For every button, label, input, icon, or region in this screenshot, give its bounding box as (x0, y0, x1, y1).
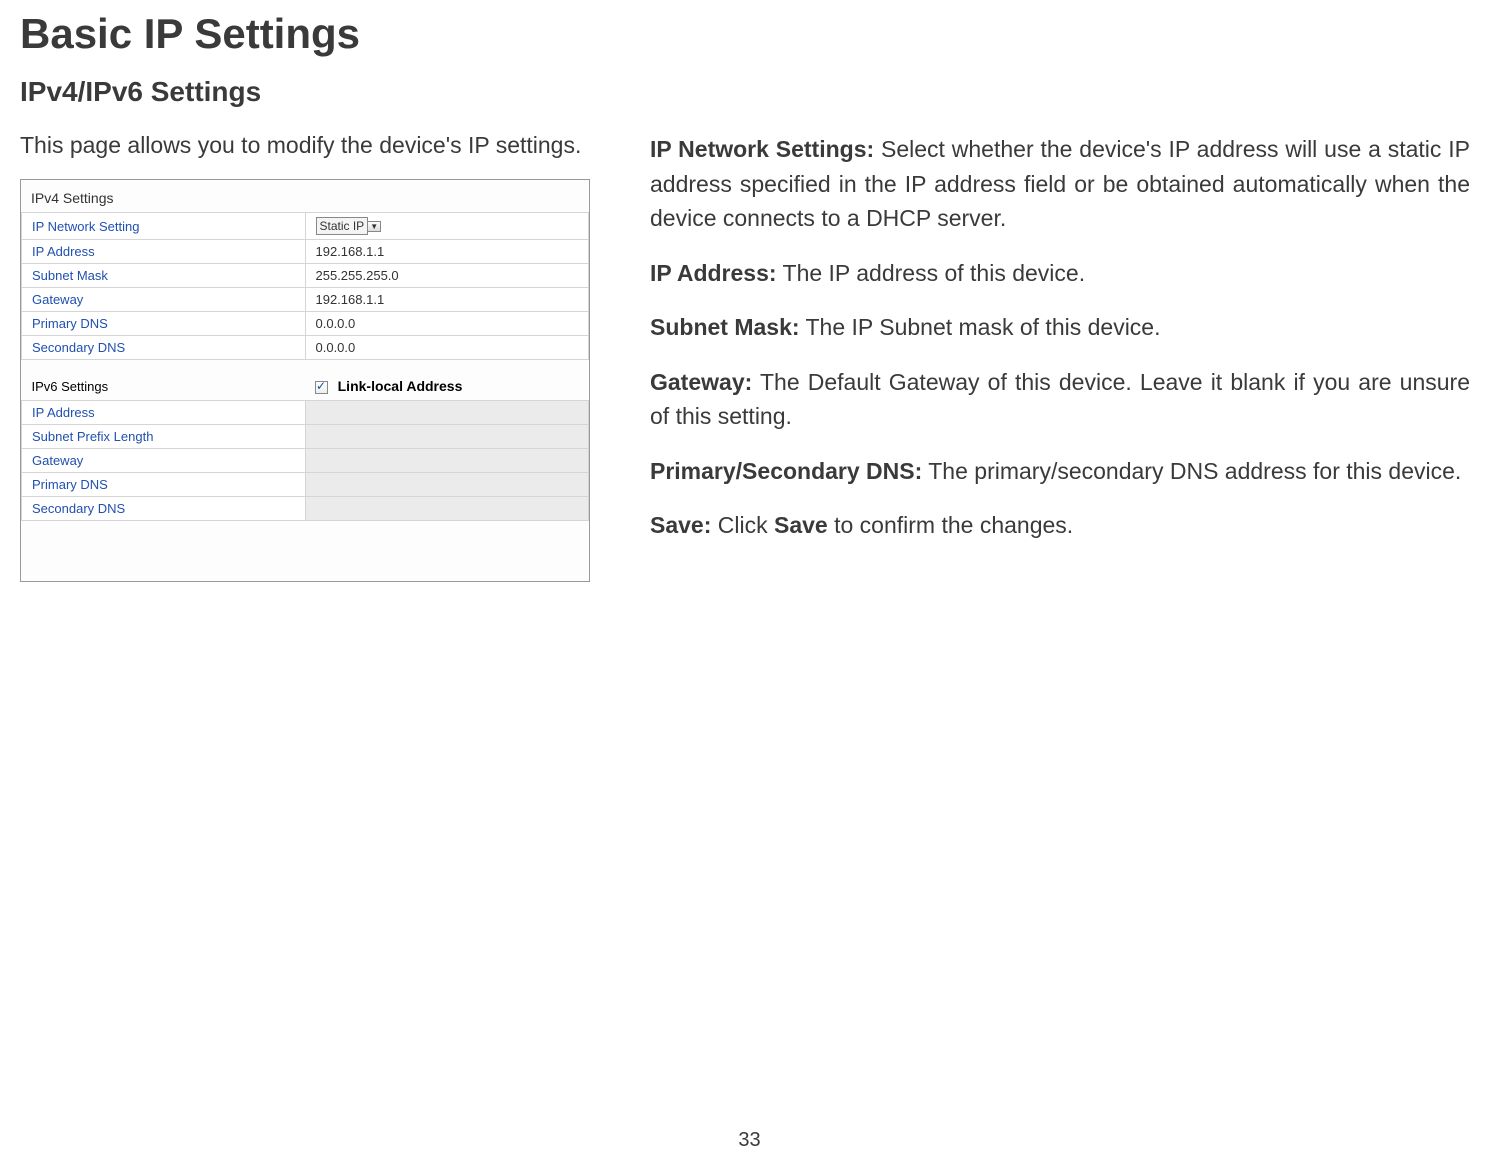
ip-network-select[interactable]: Static IP (316, 217, 369, 235)
ipv6-ip-label: IP Address (22, 401, 306, 425)
desc-save: Save: Click Save to confirm the changes. (650, 508, 1470, 543)
table-row: Primary DNS 0.0.0.0 (22, 312, 589, 336)
text-dns: The primary/secondary DNS address for th… (922, 458, 1461, 484)
secondary-dns-label: Secondary DNS (22, 336, 306, 360)
ipv6-gateway-label: Gateway (22, 449, 306, 473)
ipv6-header: IPv6 Settings (22, 360, 306, 401)
table-row: IP Address 192.168.1.1 (22, 240, 589, 264)
table-row: Secondary DNS (22, 497, 589, 521)
page-subtitle: IPv4/IPv6 Settings (20, 76, 1479, 108)
link-local-label: Link-local Address (338, 378, 463, 394)
subnet-mask-label: Subnet Mask (22, 264, 306, 288)
link-local-cell: Link-local Address (305, 360, 589, 401)
table-row: Subnet Prefix Length (22, 425, 589, 449)
ipv6-sdns-label: Secondary DNS (22, 497, 306, 521)
table-row: Primary DNS (22, 473, 589, 497)
page-title: Basic IP Settings (20, 10, 1479, 58)
table-row: Gateway (22, 449, 589, 473)
table-row: IP Address (22, 401, 589, 425)
table-row: Secondary DNS 0.0.0.0 (22, 336, 589, 360)
gateway-value[interactable]: 192.168.1.1 (305, 288, 589, 312)
ip-network-setting-value[interactable]: Static IP▼ (305, 213, 589, 240)
desc-dns: Primary/Secondary DNS: The primary/secon… (650, 454, 1470, 489)
text-ip-address: The IP address of this device. (777, 260, 1086, 286)
ipv6-pdns-label: Primary DNS (22, 473, 306, 497)
table-row: IP Network Setting Static IP▼ (22, 213, 589, 240)
ipv6-sdns-value (305, 497, 589, 521)
primary-dns-label: Primary DNS (22, 312, 306, 336)
term-subnet: Subnet Mask: (650, 314, 800, 340)
table-row: Gateway 192.168.1.1 (22, 288, 589, 312)
ipv6-gateway-value (305, 449, 589, 473)
table-row: Subnet Mask 255.255.255.0 (22, 264, 589, 288)
ipv6-pdns-value (305, 473, 589, 497)
ipv4-table: IP Network Setting Static IP▼ IP Address… (21, 212, 589, 360)
text-save2: to confirm the changes. (828, 512, 1073, 538)
secondary-dns-value[interactable]: 0.0.0.0 (305, 336, 589, 360)
ipv6-table: IPv6 Settings Link-local Address IP Addr… (21, 360, 589, 521)
primary-dns-value[interactable]: 0.0.0.0 (305, 312, 589, 336)
ipv6-header-row: IPv6 Settings Link-local Address (22, 360, 589, 401)
desc-ip-address: IP Address: The IP address of this devic… (650, 256, 1470, 291)
term-ip-address: IP Address: (650, 260, 777, 286)
text-gateway: The Default Gateway of this device. Leav… (650, 369, 1470, 430)
intro-text: This page allows you to modify the devic… (20, 132, 590, 159)
term-ip-network: IP Network Settings: (650, 136, 874, 162)
gateway-label: Gateway (22, 288, 306, 312)
ip-network-setting-label: IP Network Setting (22, 213, 306, 240)
save-bold: Save (774, 512, 828, 538)
page-number: 33 (738, 1129, 760, 1152)
subnet-mask-value[interactable]: 255.255.255.0 (305, 264, 589, 288)
text-save1: Click (711, 512, 774, 538)
text-subnet: The IP Subnet mask of this device. (800, 314, 1161, 340)
ipv6-prefix-label: Subnet Prefix Length (22, 425, 306, 449)
ipv6-prefix-value (305, 425, 589, 449)
settings-screenshot: IPv4 Settings IP Network Setting Static … (20, 179, 590, 582)
link-local-checkbox[interactable] (315, 381, 328, 394)
chevron-down-icon[interactable]: ▼ (367, 221, 381, 232)
term-save: Save: (650, 512, 711, 538)
ip-address-label: IP Address (22, 240, 306, 264)
desc-gateway: Gateway: The Default Gateway of this dev… (650, 365, 1470, 434)
term-dns: Primary/Secondary DNS: (650, 458, 922, 484)
desc-ip-network: IP Network Settings: Select whether the … (650, 132, 1470, 236)
term-gateway: Gateway: (650, 369, 752, 395)
ip-address-value[interactable]: 192.168.1.1 (305, 240, 589, 264)
ipv6-ip-value (305, 401, 589, 425)
ipv4-header: IPv4 Settings (21, 180, 589, 212)
desc-subnet: Subnet Mask: The IP Subnet mask of this … (650, 310, 1470, 345)
